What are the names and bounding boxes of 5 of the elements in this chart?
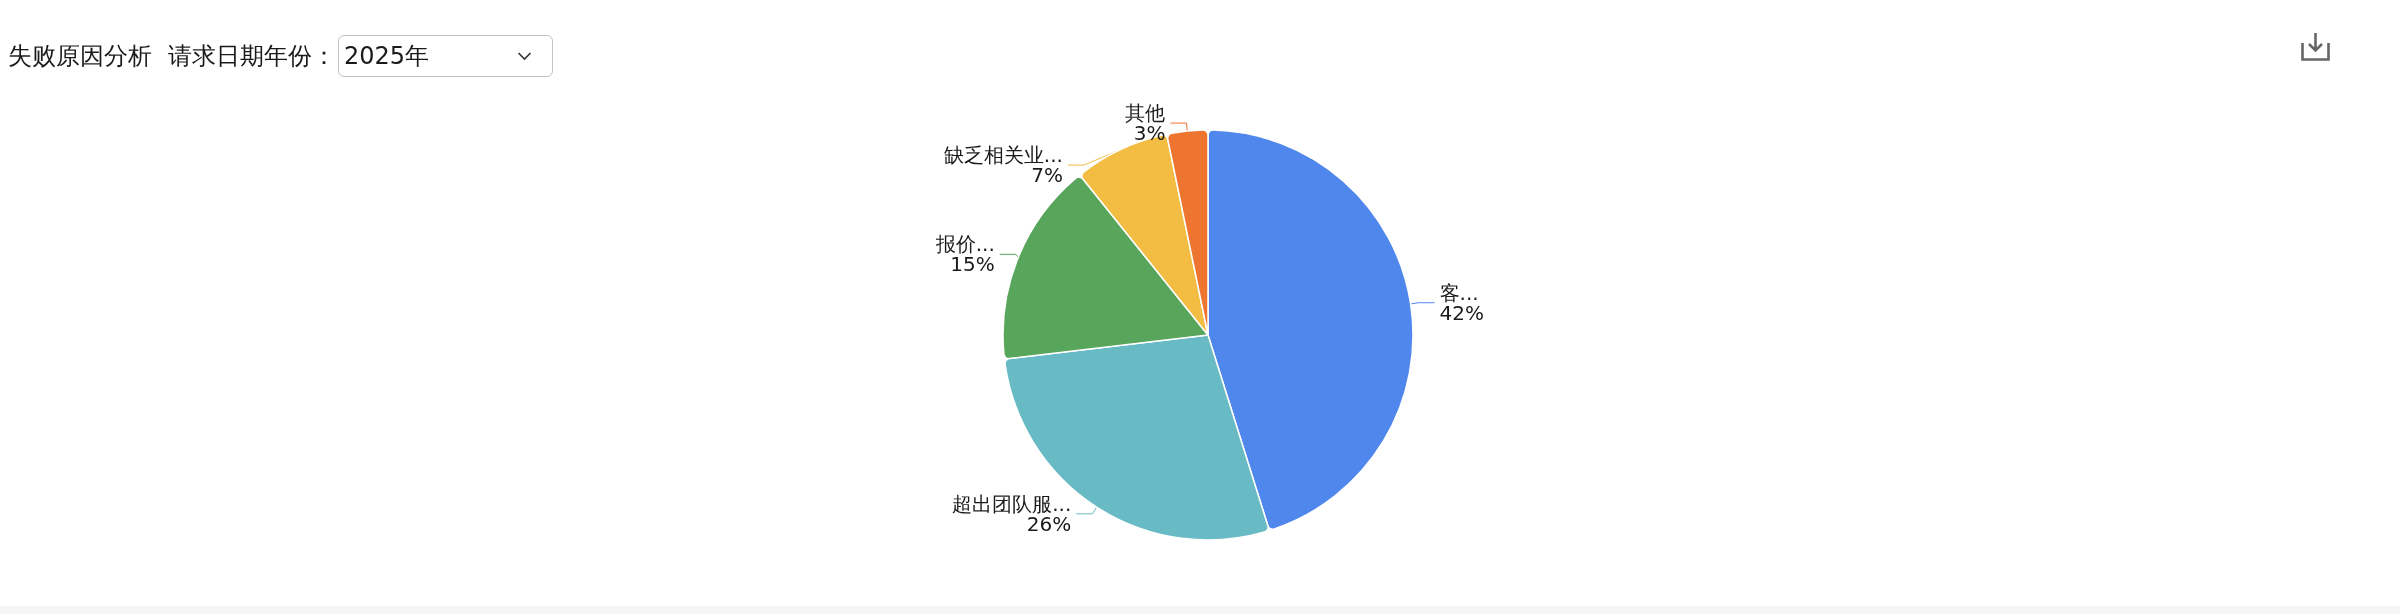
slice-label: 报价... [934,232,995,257]
text: 请求日期年份： [168,41,336,72]
slice-label: 其他 [1125,101,1166,126]
text: 失败原因分析 [8,41,152,72]
dropdown-field: 2025年 [338,35,553,77]
